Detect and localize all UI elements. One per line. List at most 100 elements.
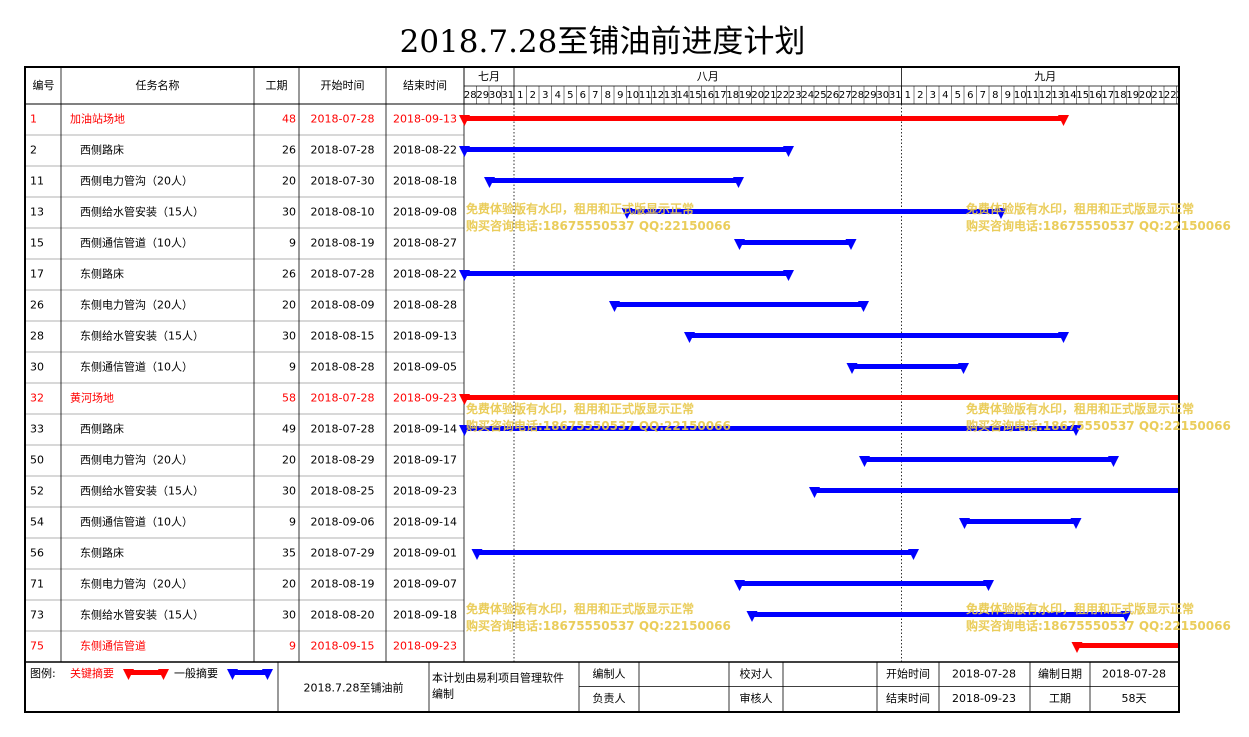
day-label: 6 xyxy=(967,90,973,101)
month-label: 七月 xyxy=(478,70,500,83)
bar-end-marker xyxy=(1108,456,1119,467)
bar-start-marker xyxy=(809,487,820,498)
day-label: 30 xyxy=(876,90,889,101)
footer-software-note: 编制 xyxy=(432,687,454,701)
task-end: 2018-09-05 xyxy=(393,361,457,374)
bar-start-marker xyxy=(959,518,970,529)
task-name: 东侧电力管沟（20人） xyxy=(80,577,193,591)
task-end: 2018-09-13 xyxy=(393,330,457,343)
footer-compiler-label: 编制人 xyxy=(593,666,626,680)
footer-duration-value: 58天 xyxy=(1122,692,1147,705)
task-duration: 30 xyxy=(282,330,296,343)
bar-end-marker xyxy=(1070,425,1082,436)
legend-critical-bar xyxy=(126,670,166,675)
day-label: 11 xyxy=(639,90,652,101)
task-end: 2018-09-07 xyxy=(393,578,457,591)
watermark-line-2: 购买咨询电话:18675550537 QQ:22150066 xyxy=(966,419,1231,433)
task-id: 71 xyxy=(30,578,44,591)
bar-end-marker xyxy=(845,239,857,250)
task-bar xyxy=(964,519,1077,524)
bar-end-marker xyxy=(858,301,869,312)
task-end: 2018-09-14 xyxy=(393,516,457,529)
header-name: 任务名称 xyxy=(136,78,180,92)
task-duration: 48 xyxy=(282,113,296,126)
day-label: 28 xyxy=(464,90,477,101)
task-name: 西侧通信管道（10人） xyxy=(80,236,193,250)
task-bar xyxy=(864,457,1114,462)
watermark-text: 免费体验版有水印，租用和正式版显示正常 购买咨询电话:18675550537 QQ… xyxy=(466,601,731,635)
day-label: 15 xyxy=(689,90,702,101)
task-end: 2018-09-18 xyxy=(393,609,457,622)
page-title: 2018.7.28至铺油前进度计划 xyxy=(399,24,806,60)
day-label: 3 xyxy=(542,90,548,101)
bar-start-marker xyxy=(459,425,470,436)
task-start: 2018-08-10 xyxy=(311,206,375,219)
task-start: 2018-08-19 xyxy=(311,237,375,250)
day-label: 18 xyxy=(1114,90,1127,101)
legend-critical-bar-end xyxy=(158,669,169,680)
task-duration: 20 xyxy=(282,578,296,591)
watermark-line-1: 免费体验版有水印，租用和正式版显示正常 xyxy=(466,402,695,416)
watermark-line-2: 购买咨询电话:18675550537 QQ:22150066 xyxy=(466,619,731,633)
task-start: 2018-08-09 xyxy=(311,299,375,312)
day-label: 12 xyxy=(651,90,664,101)
task-id: 52 xyxy=(30,485,44,498)
day-label: 24 xyxy=(801,90,814,101)
task-bar xyxy=(464,271,789,276)
bar-start-marker xyxy=(684,332,695,343)
task-end: 2018-08-22 xyxy=(393,144,457,157)
day-label: 18 xyxy=(726,90,739,101)
bar-start-marker xyxy=(459,270,470,281)
watermark-line-1: 免费体验版有水印，租用和正式版显示正常 xyxy=(966,202,1195,216)
task-start: 2018-07-28 xyxy=(311,392,375,405)
day-label: 30 xyxy=(489,90,502,101)
task-start: 2018-07-28 xyxy=(311,268,375,281)
gantt-frame: 编号 任务名称 工期 开始时间 结束时间 七月 28 29 30 31 八月 1 2 3 4 5 6 7 8 9 10 1… xyxy=(24,66,1180,713)
task-name: 东侧通信管道（10人） xyxy=(80,360,193,374)
bar-end-marker xyxy=(733,177,744,188)
task-name: 东侧电力管沟（20人） xyxy=(80,298,193,312)
day-label: 5 xyxy=(955,90,961,101)
day-label: 29 xyxy=(864,90,877,101)
bar-start-marker xyxy=(846,363,858,374)
day-label: 5 xyxy=(567,90,573,101)
day-label: 31 xyxy=(501,90,514,101)
day-label: 3 xyxy=(930,90,936,101)
legend-normal-bar xyxy=(230,670,270,675)
task-end: 2018-09-23 xyxy=(393,485,457,498)
task-duration: 9 xyxy=(289,361,296,374)
bar-start-marker xyxy=(734,239,745,250)
bar-end-marker xyxy=(783,270,794,281)
task-name: 东侧给水管安装（15人） xyxy=(80,329,204,343)
footer-plan-name: 2018.7.28至铺油前 xyxy=(304,681,404,695)
task-duration: 30 xyxy=(282,609,296,622)
task-duration: 9 xyxy=(289,516,296,529)
footer-duration-label: 工期 xyxy=(1049,692,1071,705)
task-id: 30 xyxy=(30,361,44,374)
day-label: 4 xyxy=(942,90,948,101)
task-bar xyxy=(1076,643,1178,648)
footer-compile-date-label: 编制日期 xyxy=(1038,666,1082,680)
task-id: 54 xyxy=(30,516,44,529)
header-duration: 工期 xyxy=(266,79,288,92)
watermark-text: 免费体验版有水印，租用和正式版显示正常 购买咨询电话:18675550537 QQ… xyxy=(466,401,731,435)
day-label: 26 xyxy=(826,90,839,101)
day-label: 20 xyxy=(1139,90,1152,101)
footer-checker-label: 校对人 xyxy=(740,666,773,680)
watermark-line-1: 免费体验版有水印，租用和正式版显示正常 xyxy=(966,402,1195,416)
task-bar xyxy=(814,488,1178,493)
bar-end-marker xyxy=(783,146,794,157)
day-label: 9 xyxy=(1005,90,1011,101)
watermark-line-1: 免费体验版有水印，租用和正式版显示正常 xyxy=(966,602,1195,616)
day-label: 16 xyxy=(1089,90,1102,101)
day-label: 22 xyxy=(776,90,789,101)
task-end: 2018-08-18 xyxy=(393,175,457,188)
task-id: 2 xyxy=(30,144,37,157)
task-name: 西侧电力管沟（20人） xyxy=(80,174,193,188)
legend-normal-bar-start xyxy=(227,669,238,680)
task-duration: 20 xyxy=(282,454,296,467)
bar-start-marker xyxy=(484,177,495,188)
task-name: 东侧路床 xyxy=(80,546,124,560)
day-label: 13 xyxy=(664,90,677,101)
day-label: 20 xyxy=(751,90,764,101)
